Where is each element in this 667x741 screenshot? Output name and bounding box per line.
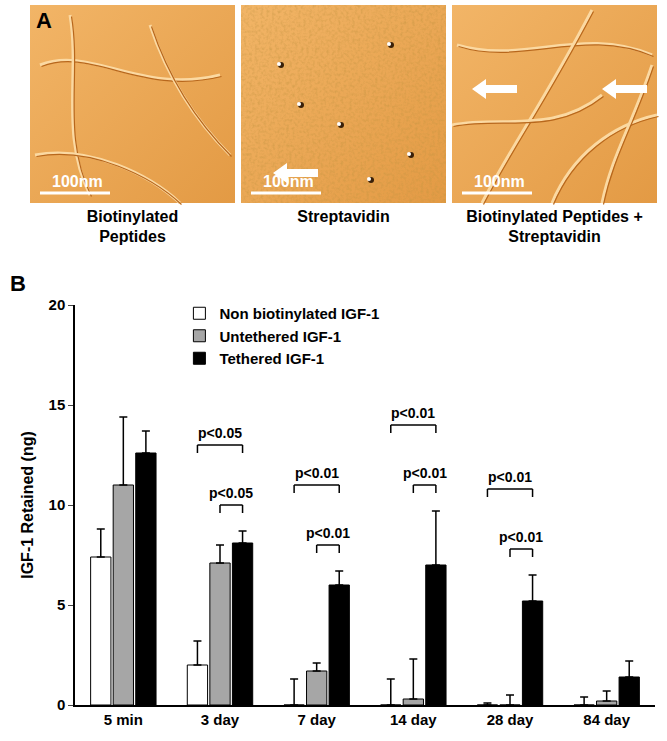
- svg-text:A: A: [36, 8, 52, 33]
- svg-text:p<0.01: p<0.01: [499, 529, 543, 545]
- svg-text:Peptides: Peptides: [99, 228, 166, 245]
- svg-text:p<0.01: p<0.01: [306, 525, 350, 541]
- svg-text:28 day: 28 day: [487, 711, 534, 728]
- svg-text:Streptavidin: Streptavidin: [508, 228, 600, 245]
- svg-text:7 day: 7 day: [297, 711, 336, 728]
- svg-text:84 day: 84 day: [583, 711, 630, 728]
- svg-text:p<0.01: p<0.01: [295, 465, 339, 481]
- svg-text:IGF-1 Retained (ng): IGF-1 Retained (ng): [19, 431, 36, 579]
- svg-text:10: 10: [49, 496, 66, 513]
- svg-text:0: 0: [57, 696, 65, 713]
- svg-text:100nm: 100nm: [263, 173, 314, 190]
- svg-text:3 day: 3 day: [201, 711, 240, 728]
- svg-text:15: 15: [49, 396, 66, 413]
- svg-text:p<0.01: p<0.01: [391, 405, 435, 421]
- svg-text:Streptavidin: Streptavidin: [297, 208, 389, 225]
- svg-text:p<0.01: p<0.01: [488, 469, 532, 485]
- svg-text:5: 5: [57, 596, 65, 613]
- svg-text:p<0.05: p<0.05: [209, 485, 253, 501]
- svg-text:Biotinylated: Biotinylated: [87, 208, 179, 225]
- svg-text:p<0.05: p<0.05: [198, 425, 242, 441]
- svg-text:14 day: 14 day: [390, 711, 437, 728]
- svg-text:Biotinylated Peptides +: Biotinylated Peptides +: [466, 208, 642, 225]
- svg-text:100nm: 100nm: [474, 173, 525, 190]
- svg-text:Untethered IGF-1: Untethered IGF-1: [219, 328, 341, 345]
- svg-text:p<0.01: p<0.01: [403, 465, 447, 481]
- svg-text:100nm: 100nm: [52, 173, 103, 190]
- svg-text:20: 20: [49, 296, 66, 313]
- svg-text:5 min: 5 min: [104, 711, 143, 728]
- svg-text:Tethered IGF-1: Tethered IGF-1: [219, 350, 324, 367]
- svg-text:B: B: [10, 271, 26, 296]
- svg-text:Non biotinylated IGF-1: Non biotinylated IGF-1: [219, 305, 379, 322]
